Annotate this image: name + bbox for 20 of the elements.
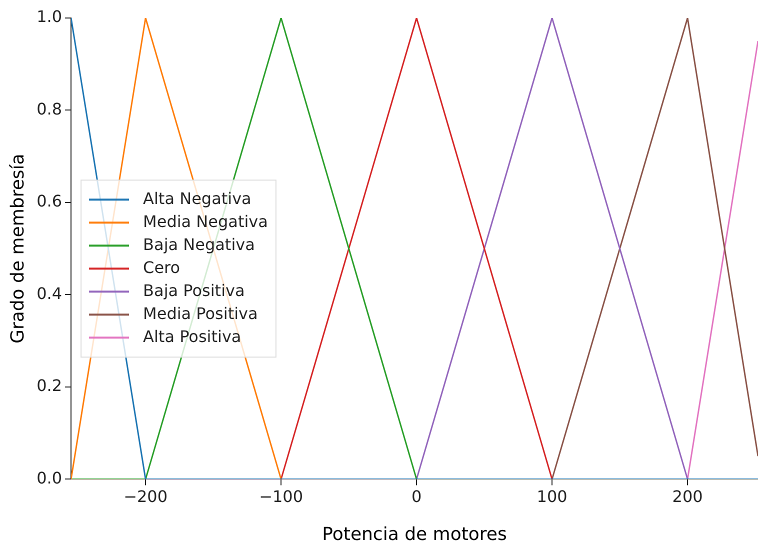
x-tick-label: 0 [411,486,422,506]
y-tick-label: 0.2 [36,376,62,396]
legend-label: Alta Negativa [143,188,252,208]
x-tick-label: −200 [124,486,168,506]
legend-label: Alta Positiva [143,326,242,346]
y-axis-title: Grado de membresía [7,154,28,344]
x-axis-title: Potencia de motores [322,524,507,545]
legend-label: Cero [143,258,180,277]
x-tick-label: −100 [259,486,304,506]
x-tick-label: 100 [536,486,568,506]
y-tick-label: 1.0 [36,7,62,26]
y-tick-label: 0.6 [36,192,62,211]
x-tick-label: 200 [672,486,703,506]
legend-label: Baja Positiva [143,280,245,300]
legend-label: Media Negativa [143,212,268,231]
y-tick-label: 0.8 [36,99,62,118]
legend-label: Media Positiva [143,304,258,323]
y-tick-label: 0.4 [36,284,62,303]
legend-label: Baja Negativa [143,234,255,254]
y-tick-label: 0.0 [36,468,62,488]
